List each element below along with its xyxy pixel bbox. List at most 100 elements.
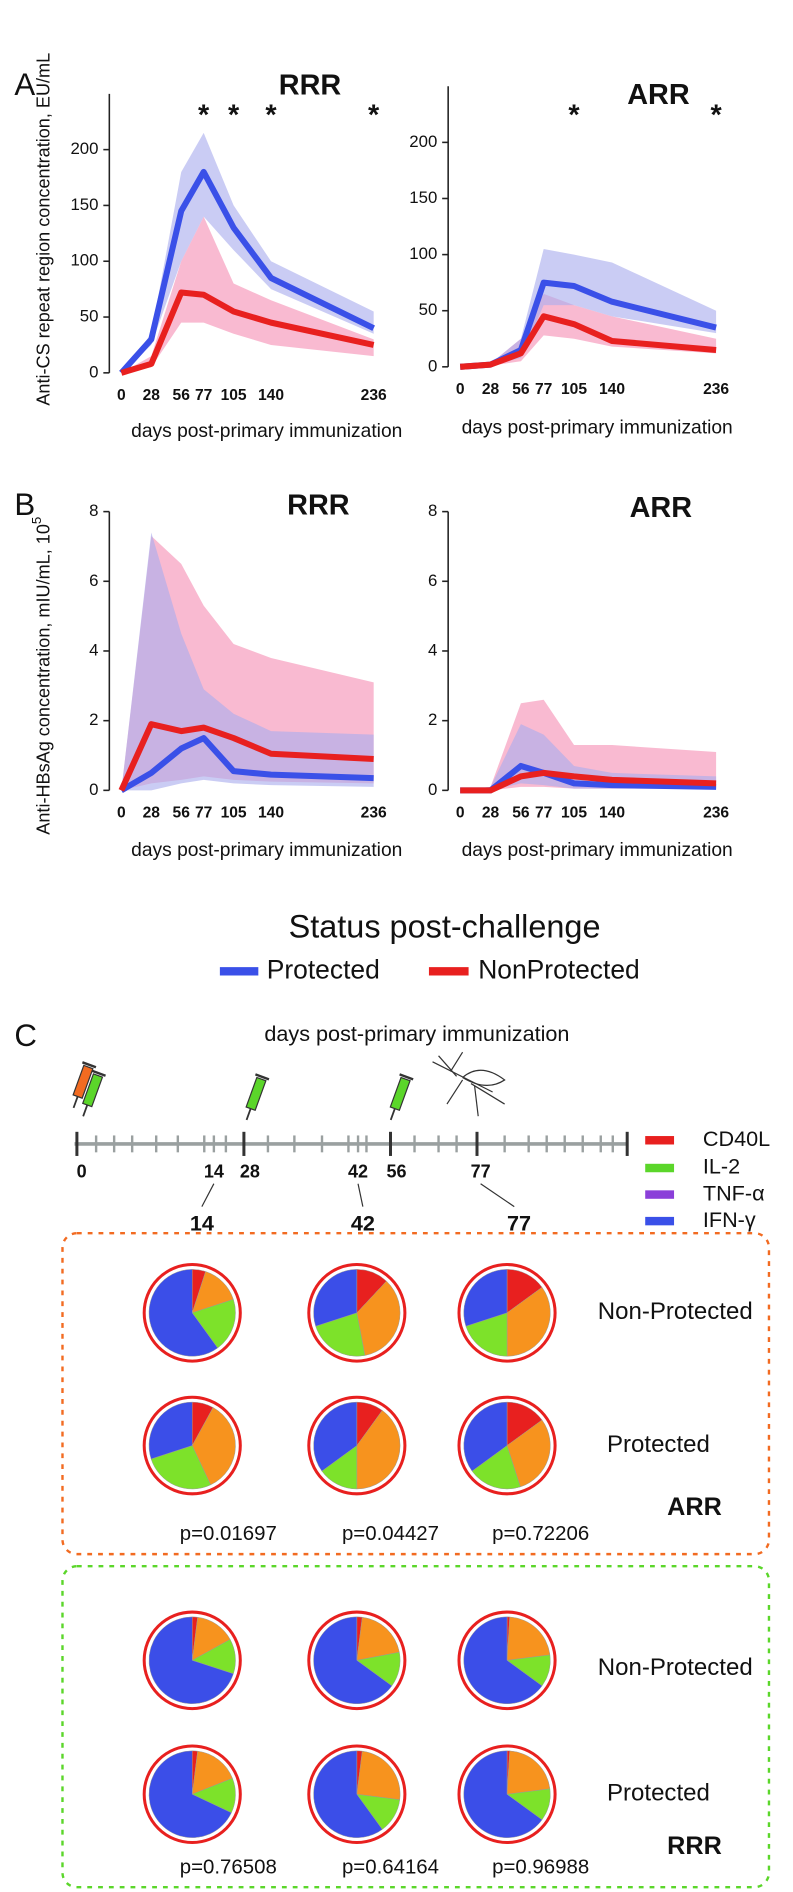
- x-tick-label: 28: [482, 804, 500, 821]
- pie-slice: [313, 1269, 358, 1327]
- x-tick-label: 28: [482, 381, 500, 398]
- x-tick-label: 140: [599, 381, 625, 398]
- marker-swatch: [645, 1190, 675, 1199]
- x-tick-label: 105: [561, 804, 587, 821]
- group-box: [61, 1565, 771, 1889]
- y-tick-label: 200: [70, 139, 98, 158]
- y-tick-label: 4: [89, 640, 98, 659]
- pie-slice: [148, 1750, 232, 1838]
- pie-ring: [142, 1744, 242, 1845]
- x-tick-label: 105: [221, 804, 247, 821]
- panel-label: A: [14, 67, 35, 102]
- x-tick-label: 140: [599, 804, 625, 821]
- pie-ring: [307, 1610, 407, 1711]
- line: [119, 168, 375, 375]
- group-box: [61, 1231, 771, 1556]
- pie-slice: [463, 1269, 508, 1327]
- x-tick-label: 0: [456, 381, 465, 398]
- x-tick-label: 236: [703, 804, 729, 821]
- timeline-label: 56: [386, 1162, 406, 1182]
- marker-swatch: [645, 1216, 675, 1226]
- legend-label: Protected: [267, 954, 380, 984]
- timeline-title: days post-primary immunization: [264, 1021, 569, 1046]
- group-label: ARR: [667, 1493, 722, 1521]
- significance-marker: *: [368, 100, 380, 132]
- y-tick-label: 150: [70, 195, 98, 214]
- x-axis-title: days post-primary immunization: [131, 840, 402, 861]
- pie-slice: [313, 1401, 358, 1472]
- pie-slice: [463, 1616, 543, 1704]
- pie-slice: [148, 1401, 193, 1460]
- callout-label: 14: [190, 1210, 214, 1235]
- pie-ring: [457, 1744, 557, 1845]
- pie-slice: [356, 1616, 400, 1661]
- y-tick-label: 150: [409, 188, 437, 207]
- pie-slice: [191, 1299, 236, 1349]
- pie-slice: [506, 1616, 551, 1661]
- syringe: [72, 1061, 97, 1109]
- timeline-label: 28: [240, 1162, 260, 1182]
- callout-line: [357, 1183, 364, 1207]
- y-tick-label: 2: [89, 710, 98, 729]
- panel-label: C: [14, 1018, 37, 1053]
- y-axis-title-exponent: 5: [29, 517, 44, 524]
- pie-ring: [457, 1263, 557, 1363]
- legend-title: Status post-challenge: [289, 909, 601, 945]
- callout-line: [201, 1183, 215, 1207]
- mosquito: [432, 1051, 506, 1117]
- line: [460, 769, 717, 794]
- row-label: Non-Protected: [598, 1298, 753, 1325]
- y-tick-label: 8: [428, 501, 437, 520]
- x-tick-label: 28: [143, 387, 161, 404]
- x-tick-label: 140: [258, 804, 284, 821]
- y-tick-label: 0: [89, 362, 98, 381]
- y-tick-label: 2: [428, 710, 437, 729]
- chart-title: ARR: [627, 79, 690, 111]
- p-value: p=0.76508: [180, 1855, 277, 1878]
- x-axis-title: days post-primary immunization: [462, 417, 733, 438]
- x-tick-label: 0: [456, 804, 465, 821]
- marker-label: TNF-α: [703, 1180, 765, 1205]
- row-label: Protected: [607, 1431, 710, 1458]
- pie-slice: [471, 1445, 521, 1490]
- line: [459, 313, 717, 370]
- pie-slice: [356, 1280, 401, 1356]
- timeline-label: 77: [471, 1162, 491, 1182]
- p-value: p=0.96988: [492, 1855, 589, 1878]
- marker-swatch: [645, 1136, 675, 1145]
- y-axis-title: Anti-CS repeat region concentration, EU/…: [33, 53, 53, 406]
- x-tick-label: 77: [195, 387, 213, 404]
- marker-label: IFN-γ: [703, 1207, 756, 1232]
- x-tick-label: 236: [703, 381, 729, 398]
- pie-ring: [307, 1263, 407, 1363]
- pie-slice: [313, 1616, 393, 1704]
- pie-slice: [313, 1750, 383, 1838]
- chart-title: RRR: [287, 489, 350, 521]
- pie-slice: [463, 1750, 543, 1838]
- band: [121, 132, 374, 373]
- x-tick-label: 236: [361, 804, 387, 821]
- timeline-label: 42: [348, 1162, 368, 1182]
- chart-title: ARR: [630, 492, 693, 524]
- x-tick-label: 56: [173, 387, 191, 404]
- pie-slice: [356, 1410, 401, 1490]
- x-axis-title: days post-primary immunization: [131, 421, 402, 442]
- timeline-label: 0: [77, 1162, 87, 1182]
- callout-label: 77: [507, 1210, 531, 1235]
- pie-slice: [148, 1269, 219, 1357]
- y-tick-label: 8: [89, 501, 98, 520]
- y-tick-label: 0: [428, 356, 437, 375]
- y-axis-title-text: Anti-HBsAg concentration, mIU/mL, 10: [33, 524, 53, 835]
- pie-slice: [148, 1616, 234, 1705]
- y-tick-label: 4: [428, 640, 437, 659]
- x-tick-label: 105: [221, 387, 247, 404]
- pie-ring: [307, 1744, 407, 1845]
- pie-slice: [315, 1312, 366, 1357]
- syringe: [245, 1073, 270, 1121]
- y-tick-label: 100: [70, 251, 98, 270]
- x-tick-label: 0: [117, 387, 126, 404]
- y-tick-label: 100: [409, 244, 437, 263]
- pie-slice: [191, 1750, 233, 1795]
- y-tick-label: 0: [428, 780, 437, 799]
